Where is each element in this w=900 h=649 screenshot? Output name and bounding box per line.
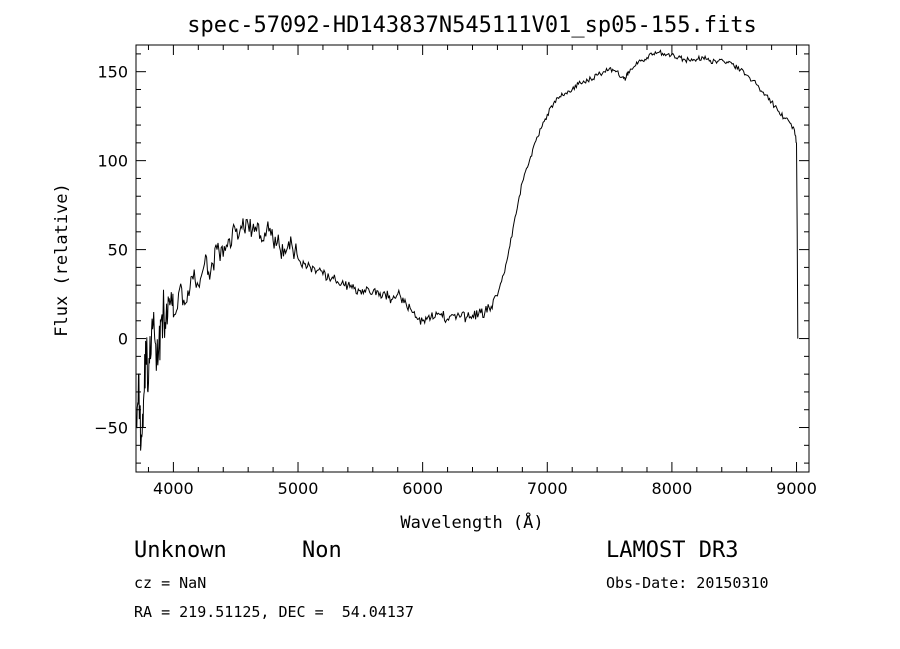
y-tick-label: 150 <box>97 63 128 82</box>
x-tick-label: 4000 <box>153 479 194 498</box>
y-tick-label: 0 <box>118 330 128 349</box>
object-subtype: Non <box>302 538 342 563</box>
chart-title: spec-57092-HD143837N545111V01_sp05-155.f… <box>187 13 757 38</box>
x-tick-label: 6000 <box>402 479 443 498</box>
axis-ticks <box>136 45 809 472</box>
survey-name: LAMOST DR3 <box>606 538 739 563</box>
plot-frame <box>135 44 810 473</box>
x-axis-label: Wavelength (Å) <box>400 511 543 533</box>
y-axis-label: Flux (relative) <box>52 183 72 337</box>
y-tick-label: 100 <box>97 152 128 171</box>
y-tick-label: −50 <box>94 419 128 438</box>
x-tick-label: 9000 <box>776 479 817 498</box>
sky-coordinates: RA = 219.51125, DEC = 54.04137 <box>134 603 414 621</box>
x-tick-label: 8000 <box>652 479 693 498</box>
axis-tick-labels: 4000 5000 6000 7000 8000 9000 −50 0 50 100 150 <box>94 63 817 498</box>
object-type: Unknown <box>134 538 227 563</box>
y-tick-label: 50 <box>108 241 128 260</box>
x-tick-label: 7000 <box>527 479 568 498</box>
observation-date: Obs-Date: 20150310 <box>606 574 769 592</box>
redshift-cz: cz = NaN <box>134 574 207 592</box>
x-tick-label: 5000 <box>278 479 319 498</box>
spectrum-line <box>135 49 799 451</box>
